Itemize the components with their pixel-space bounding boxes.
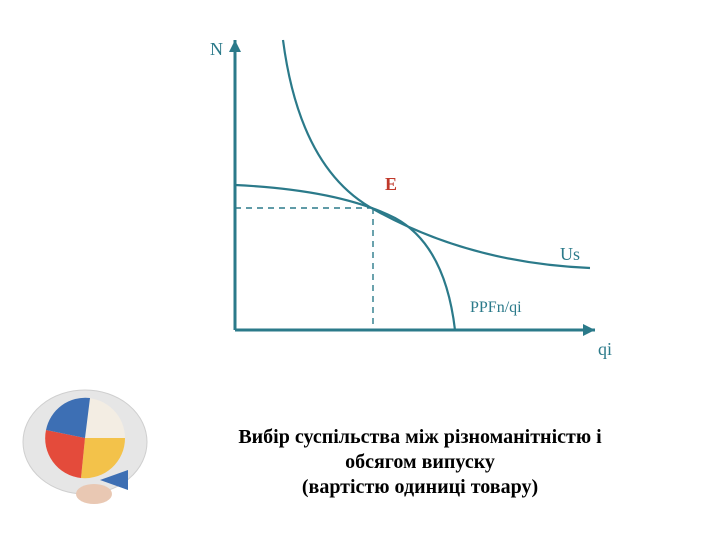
tangent-guides (235, 208, 373, 330)
utility-curve (283, 40, 590, 268)
utility-label: Us (560, 244, 580, 264)
hand-icon (76, 484, 112, 504)
pie-chart-decoration (20, 380, 160, 520)
caption-line-1: Вибір суспільства між різноманітністю і (238, 426, 601, 448)
ppf-curve (235, 185, 455, 330)
pie-chart-icon (20, 380, 160, 520)
x-axis-arrow (583, 324, 595, 336)
y-axis-label: N (210, 39, 223, 59)
tangent-point-label: E (385, 174, 397, 194)
caption-line-2: обсягом випуску (345, 451, 495, 473)
y-axis-arrow (229, 40, 241, 52)
x-axis-label: qi (598, 339, 612, 359)
caption: Вибір суспільства між різноманітністю і … (150, 425, 690, 500)
caption-line-3: (вартістю одиниці товару) (302, 476, 538, 498)
ppf-label: PPFn/qi (470, 299, 522, 316)
